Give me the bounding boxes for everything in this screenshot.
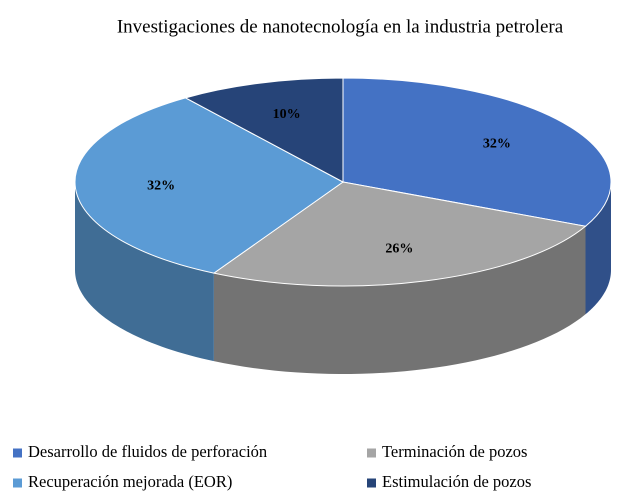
slice <box>74 97 344 274</box>
slice <box>342 77 612 227</box>
legend-label: Estimulación de pozos <box>382 472 531 491</box>
slice <box>184 77 344 183</box>
data-label: 26% <box>385 241 413 256</box>
legend-label: Desarrollo de fluidos de perforación <box>28 442 267 461</box>
legend-swatch <box>367 448 376 458</box>
data-label: 10% <box>273 107 301 122</box>
chart-title: Investigaciones de nanotecnología en la … <box>117 16 564 37</box>
slice-side <box>75 182 214 362</box>
legend-swatch <box>367 478 376 488</box>
data-label: 32% <box>483 136 511 151</box>
legend-swatch <box>13 448 22 458</box>
slice-side <box>585 182 611 315</box>
slice-side <box>213 226 586 374</box>
data-label: 32% <box>147 179 175 194</box>
legend-label: Terminación de pozos <box>382 442 527 461</box>
legend-swatch <box>13 478 22 488</box>
legend-label: Recuperación mejorada (EOR) <box>28 472 232 491</box>
